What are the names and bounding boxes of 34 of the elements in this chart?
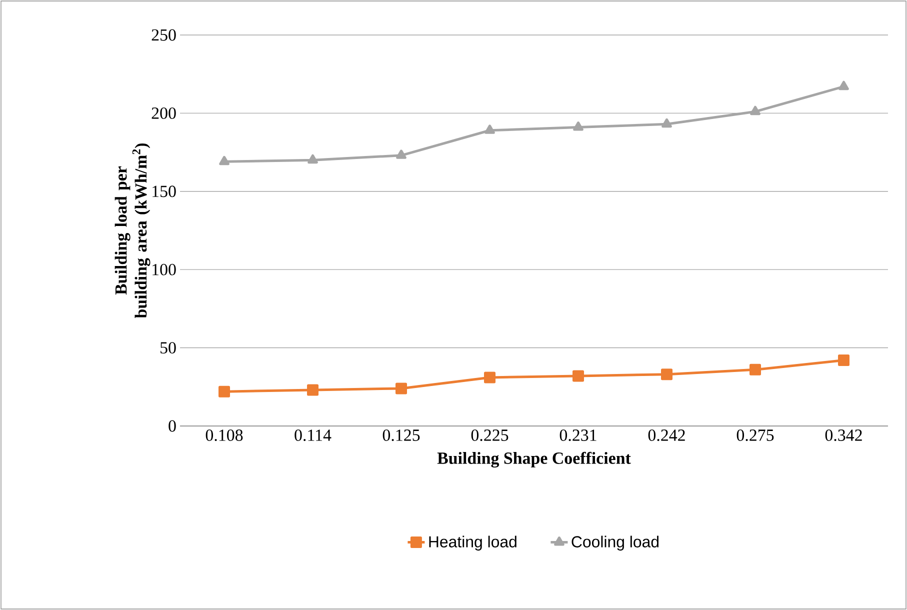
point bbox=[484, 372, 496, 384]
point bbox=[573, 122, 584, 131]
y-tick-label: 150 bbox=[152, 186, 176, 198]
point bbox=[661, 368, 673, 380]
x-tick-label: 0.342 bbox=[825, 430, 862, 441]
y-tick-label: 100 bbox=[152, 264, 176, 276]
y-tick-label: 250 bbox=[152, 29, 176, 41]
point bbox=[307, 384, 319, 396]
x-axis-title: Building Shape Coefficient bbox=[437, 452, 631, 468]
point bbox=[838, 80, 849, 90]
y-axis-title: Building load per building area (kWh/m$^{2}$) bbox=[114, 143, 150, 318]
x-tick-label: 0.225 bbox=[471, 430, 508, 441]
x-tick-label: 0.275 bbox=[736, 430, 774, 441]
point bbox=[396, 382, 408, 394]
x-tick-label: 0.108 bbox=[206, 430, 243, 441]
point bbox=[662, 118, 672, 128]
y-tick-label: 0 bbox=[168, 420, 176, 432]
y-tick-label: 200 bbox=[152, 107, 176, 119]
point bbox=[218, 386, 230, 398]
x-tick-label: 0.125 bbox=[382, 430, 420, 441]
point bbox=[219, 156, 230, 166]
legend-label: Cooling load bbox=[572, 536, 659, 551]
point bbox=[396, 150, 406, 159]
point bbox=[838, 354, 850, 366]
y-tick-label: 50 bbox=[160, 342, 176, 354]
point bbox=[572, 370, 584, 382]
point bbox=[750, 106, 760, 116]
point bbox=[750, 364, 761, 376]
x-tick-label: 0.242 bbox=[648, 430, 685, 441]
x-tick-label: 0.231 bbox=[560, 430, 596, 441]
legend-label: Heating load bbox=[429, 536, 516, 551]
x-tick-label: 0.114 bbox=[294, 430, 332, 441]
point bbox=[484, 124, 495, 134]
point bbox=[308, 154, 318, 164]
